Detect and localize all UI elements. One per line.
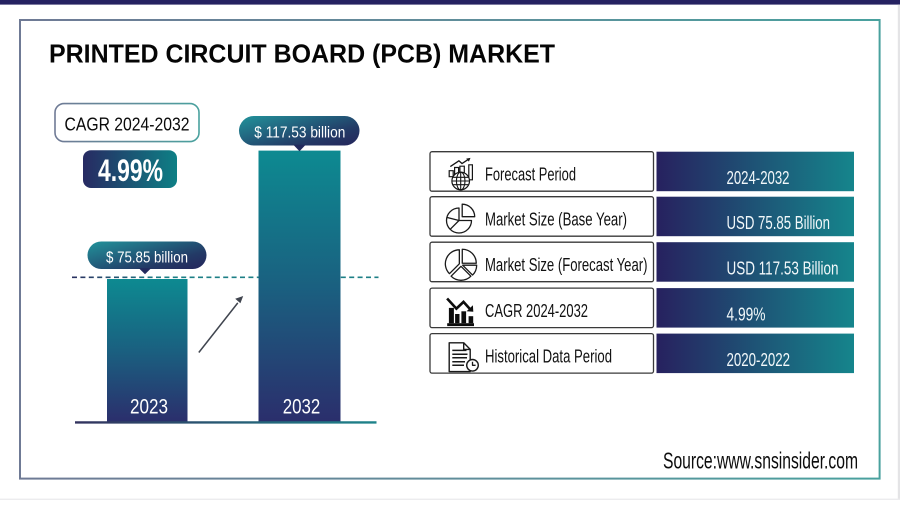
svg-text:Historical Data Period: Historical Data Period — [485, 346, 612, 366]
svg-text:2023: 2023 — [130, 396, 168, 419]
svg-text:USD 75.85 Billion: USD 75.85 Billion — [727, 213, 831, 233]
svg-text:$ 117.53 billion: $ 117.53 billion — [254, 125, 345, 142]
svg-text:$ 75.85 billion: $ 75.85 billion — [106, 249, 188, 266]
svg-text:CAGR 2024-2032: CAGR 2024-2032 — [65, 113, 190, 134]
svg-text:4.99%: 4.99% — [727, 304, 766, 324]
svg-text:2032: 2032 — [283, 396, 321, 419]
svg-text:USD 117.53 Billion: USD 117.53 Billion — [727, 259, 839, 279]
svg-text:Source:www.snsinsider.com: Source:www.snsinsider.com — [663, 447, 858, 473]
svg-text:2024-2032: 2024-2032 — [727, 168, 790, 188]
svg-text:Market Size (Base Year): Market Size (Base Year) — [485, 210, 627, 230]
svg-text:PRINTED CIRCUIT BOARD (PCB) MA: PRINTED CIRCUIT BOARD (PCB) MARKET — [49, 38, 555, 68]
svg-text:CAGR 2024-2032: CAGR 2024-2032 — [485, 301, 588, 321]
svg-text:Market Size (Forecast Year): Market Size (Forecast Year) — [485, 255, 648, 275]
svg-text:Forecast Period: Forecast Period — [485, 165, 576, 185]
svg-text:4.99%: 4.99% — [98, 152, 163, 188]
svg-text:2020-2022: 2020-2022 — [727, 350, 791, 370]
